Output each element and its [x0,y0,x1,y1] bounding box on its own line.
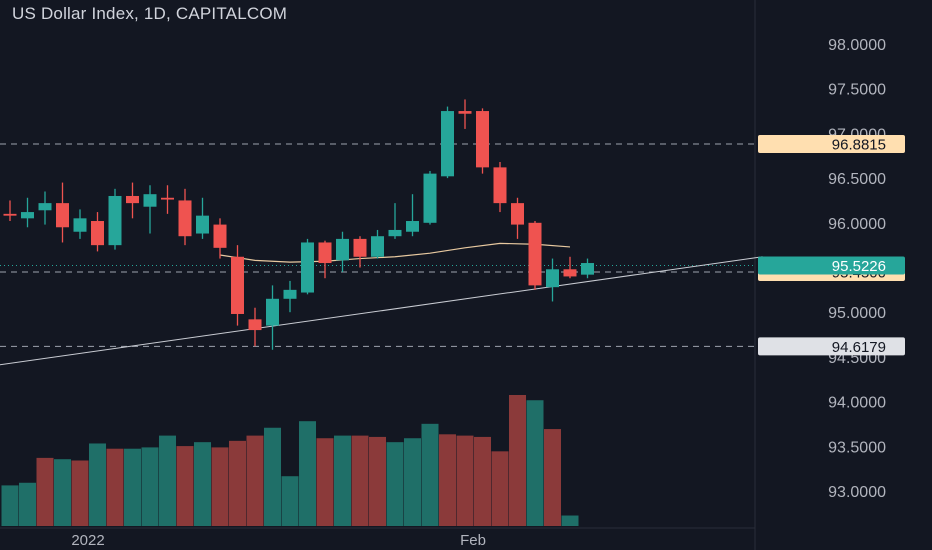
volume-bar [351,435,369,526]
candle-body [266,298,279,326]
level-price-label-bg [758,134,905,153]
volume-bar [386,442,404,526]
candle-body [458,111,472,114]
level-price-label-bg [758,337,905,356]
candle-body [353,238,367,257]
volume-bar [106,448,124,526]
x-tick-label: 2022 [71,532,104,549]
volume-bar [124,448,141,526]
candle-body [38,203,52,211]
candle-body [563,269,577,277]
volume-bar [89,443,106,526]
candle-body [213,224,227,248]
candle-body [73,218,87,232]
level-price-label: 96.8815 [832,136,886,153]
y-tick-label: 93.0000 [828,484,886,501]
candle-body [581,263,594,275]
volume-bar [246,435,264,526]
y-tick-label: 95.0000 [828,305,886,322]
candle-body [336,238,349,261]
candle-body [476,111,489,168]
y-tick-label: 98.0000 [828,37,886,54]
y-tick-label: 96.5000 [828,171,886,188]
candle-body [21,212,34,219]
level-price-label: 94.6179 [832,339,886,356]
volume-bar [526,400,544,526]
volume-bar [491,451,509,526]
candle-body [493,167,507,204]
volume-bar [211,447,229,526]
volume-bar [421,423,439,526]
volume-bar [299,421,316,526]
volume-bar [404,438,421,526]
candle-body [3,213,17,216]
candle-body [371,236,384,257]
volume-bar [544,429,561,526]
current-price-label: 95.5226 [832,258,886,275]
volume-bar [561,515,579,526]
current-price-label-bg [758,256,905,275]
candle-body [126,195,139,204]
y-tick-label: 96.0000 [828,216,886,233]
volume-bar [474,436,491,526]
volume-bar [229,440,246,526]
candle-body [301,242,314,293]
candle-body [406,221,419,232]
candle-body [178,200,192,237]
x-tick-label: Feb [460,532,486,549]
candle-body [143,194,157,207]
volume-bar [1,485,19,526]
volume-bar [141,447,159,526]
trend-line [0,256,763,366]
candle-body [196,215,209,234]
volume-bar [176,446,194,526]
candle-body [318,242,332,264]
volume-bar [456,435,474,526]
candle-body [108,195,122,246]
y-tick-label: 93.5000 [828,439,886,456]
candle-body [91,221,104,246]
volume-bar [439,434,456,526]
volume-bar [54,459,71,526]
moving-average-line [219,242,571,263]
candle-body [528,222,542,286]
candle-body [56,203,69,228]
volume-bar [194,442,211,526]
candle-body [441,111,454,177]
volume-bar [281,476,299,526]
candle-body [423,173,437,223]
y-tick-label: 94.0000 [828,395,886,412]
volume-bar [71,460,89,526]
volume-bar [509,395,526,526]
candle-body [511,203,524,225]
y-tick-label: 97.5000 [828,82,886,99]
volume-bar [316,438,334,526]
candle-body [231,256,244,314]
candle-body [248,319,262,331]
volume-bar [36,457,54,526]
candle-body [388,229,402,237]
volume-bar [19,482,36,526]
chart-title[interactable]: US Dollar Index, 1D, CAPITALCOM [12,4,288,23]
candle-body [283,289,297,299]
volume-bar [334,435,351,526]
candle-body [546,269,559,288]
volume-bar [264,427,281,526]
volume-bar [159,435,176,526]
candle-body [161,197,174,200]
volume-bar [369,436,386,526]
